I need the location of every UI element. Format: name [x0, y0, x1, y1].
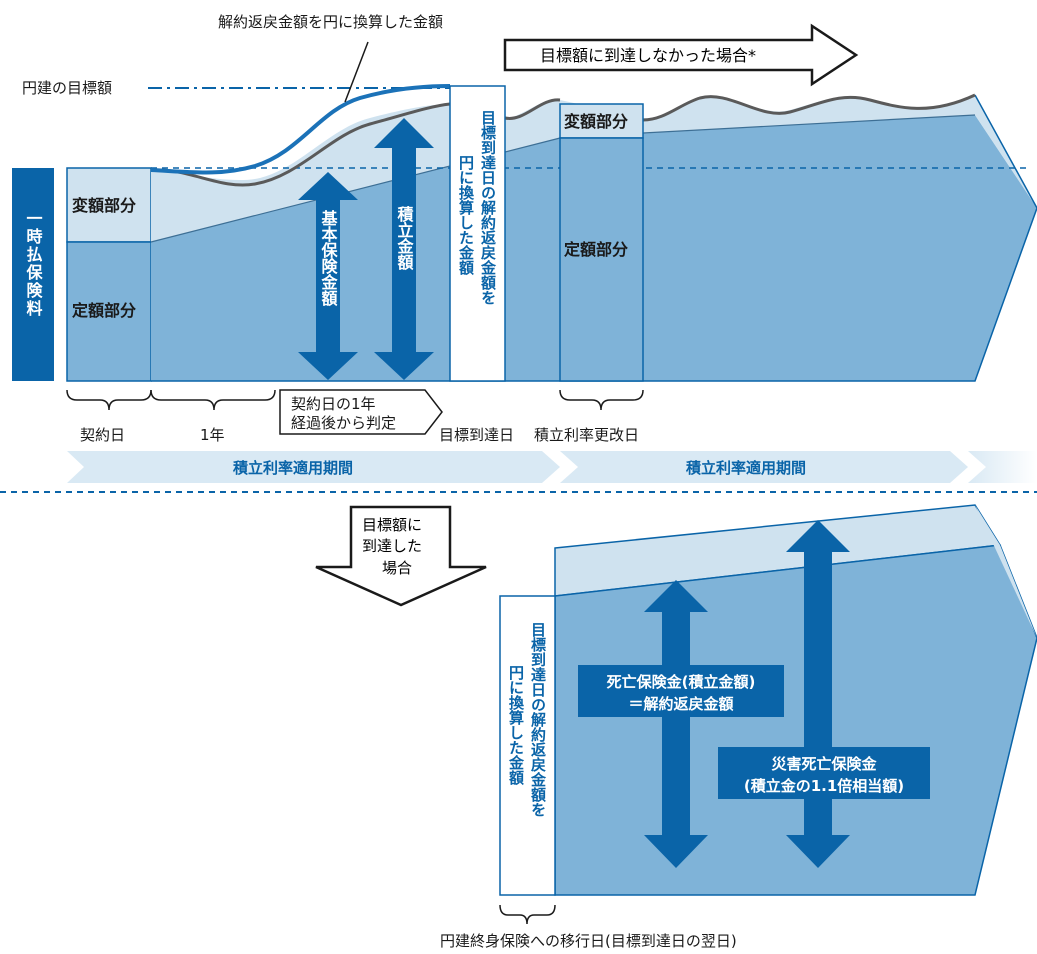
judgement-label-1: 契約日の1年 [291, 395, 376, 413]
target-box-text-2: 円に換算した金額 [457, 155, 475, 276]
period-1-label: 積立利率適用期間 [232, 459, 353, 477]
basic-insured-amount-label: 基本保険金額 [319, 209, 339, 307]
fixed-top-edge-2 [642, 114, 976, 134]
not-reached-label: 目標額に到達しなかった場合* [540, 46, 756, 65]
transition-box-text-1: 目標到達日の解約返戻金額を [529, 622, 547, 817]
transition-date-label: 円建終身保険への移行日(目標到達日の翌日) [440, 932, 737, 950]
converted-value-curve [150, 84, 451, 175]
death-benefit-arrow [644, 580, 708, 868]
lump-sum-premium-bar [12, 168, 54, 381]
fixed-part-label: 定額部分 [71, 301, 136, 320]
target-reach-date-label: 目標到達日 [439, 426, 514, 444]
rate-revision-date-label: 積立利率更改日 [534, 426, 639, 444]
initial-fixed-block [66, 241, 152, 382]
lump-sum-premium-label: 一時払保険料 [24, 210, 44, 318]
accumulated-amount-arrow [374, 118, 434, 380]
disaster-benefit-label-2: (積立金の1.1倍相当額) [744, 777, 904, 795]
period-2-label: 積立利率適用期間 [685, 459, 806, 477]
not-reached-arrow [503, 23, 859, 87]
disaster-benefit-label-1: 災害死亡保険金 [771, 755, 877, 773]
period-band-1 [67, 451, 560, 483]
death-benefit-box [578, 665, 784, 717]
reached-label-1: 目標額に [362, 516, 422, 534]
fixed-part-label-2: 定額部分 [563, 240, 628, 259]
one-year-label: 1年 [200, 426, 225, 444]
annotation-pointer [344, 41, 369, 103]
whole-life-tip [975, 505, 1037, 638]
judgement-callout [279, 389, 443, 435]
reached-arrow [315, 505, 487, 607]
basic-insured-arrow [298, 172, 358, 380]
variable-part-label: 変額部分 [72, 196, 136, 215]
death-benefit-label-1: 死亡保険金(積立金額) [607, 673, 756, 691]
timeline-braces [66, 389, 644, 411]
annotation-conversion: 解約返戻金額を円に換算した金額 [218, 13, 443, 31]
disaster-benefit-box [718, 747, 930, 799]
period-band-2 [560, 451, 968, 483]
target-reach-box [449, 85, 506, 382]
contract-date-label: 契約日 [80, 426, 125, 444]
transition-brace [499, 904, 556, 925]
reached-label-2: 到達した [362, 537, 422, 555]
judgement-label-2: 経過後から判定 [291, 414, 396, 432]
variable-part-label-2: 変額部分 [564, 112, 628, 131]
period-band-3 [968, 451, 1037, 483]
target-line-label: 円建の目標額 [22, 79, 112, 97]
initial-variable-block [66, 167, 152, 243]
revision-fixed-block [559, 137, 644, 382]
transition-box [499, 595, 556, 896]
target-box-text-1: 目標到達日の解約返戻金額を [479, 110, 497, 305]
market-value-curve-2 [504, 93, 976, 122]
accumulated-amount-label: 積立金額 [395, 205, 415, 271]
reached-label-3: 場合 [382, 559, 412, 577]
disaster-benefit-arrow [786, 520, 850, 868]
revision-variable-block [559, 103, 644, 139]
death-benefit-label-2: ＝解約返戻金額 [628, 695, 733, 713]
market-value-curve [150, 102, 451, 187]
transition-box-text-2: 円に換算した金額 [507, 665, 525, 786]
